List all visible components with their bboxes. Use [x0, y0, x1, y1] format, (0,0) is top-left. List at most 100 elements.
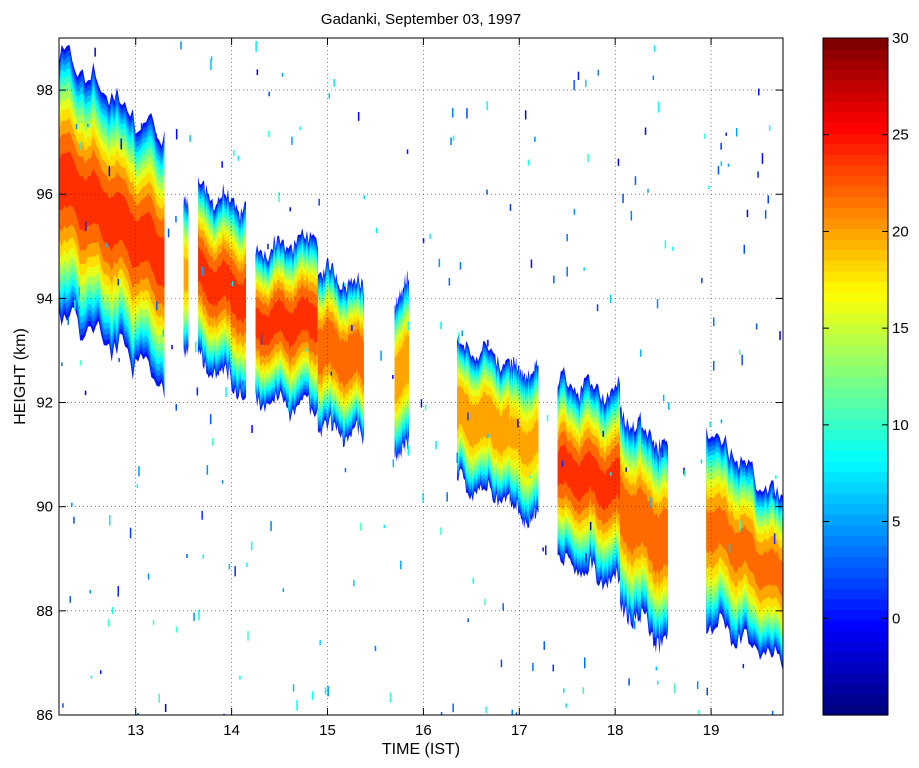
noise-speckle	[735, 128, 738, 137]
noise-speckle	[324, 687, 327, 695]
noise-speckle	[330, 371, 332, 376]
colorbar-swatch	[823, 154, 888, 166]
noise-speckle	[461, 330, 463, 337]
colorbar-swatch	[823, 355, 888, 367]
noise-speckle	[652, 75, 655, 81]
noise-speckle	[228, 563, 231, 570]
noise-speckle	[553, 275, 555, 284]
noise-speckle	[291, 136, 293, 145]
y-tick-label: 88	[36, 603, 53, 620]
echo-segment	[255, 227, 318, 423]
noise-speckle	[108, 165, 111, 177]
noise-speckle	[672, 246, 674, 251]
noise-speckle	[486, 101, 488, 110]
colorbar-tick-label: 10	[892, 417, 909, 434]
noise-speckle	[440, 712, 443, 715]
noise-speckle	[706, 687, 708, 696]
noise-speckle	[452, 135, 455, 141]
colorbar-swatch	[823, 186, 888, 198]
noise-speckle	[542, 547, 544, 552]
echo-band	[59, 150, 165, 289]
noise-speckle	[75, 123, 78, 130]
colorbar-swatch	[823, 112, 888, 124]
colorbar-swatch	[823, 376, 888, 388]
noise-speckle	[175, 404, 177, 411]
noise-speckle	[739, 520, 741, 532]
noise-speckle	[89, 590, 92, 594]
noise-speckle	[573, 80, 575, 91]
y-tick-label: 96	[36, 186, 53, 203]
noise-speckle	[422, 492, 424, 503]
colorbar-frame	[822, 37, 889, 716]
colorbar-swatch	[823, 59, 888, 71]
noise-speckle	[85, 221, 87, 231]
colorbar-swatch	[823, 598, 888, 610]
noise-speckle	[748, 478, 750, 485]
noise-speckle	[532, 662, 534, 671]
noise-speckle	[704, 133, 706, 139]
colorbar-swatch	[823, 662, 888, 674]
colorbar-tick-label: 5	[892, 514, 900, 531]
noise-speckle	[74, 300, 76, 311]
noise-speckle	[189, 135, 191, 142]
noise-speckle	[223, 713, 225, 715]
noise-speckle	[622, 193, 624, 204]
colorbar-swatch	[823, 672, 888, 684]
colorbar-swatch	[823, 101, 888, 113]
noise-speckle	[487, 434, 489, 438]
noise-speckle	[585, 79, 587, 88]
noise-speckle	[210, 56, 213, 61]
colorbar-swatch	[823, 693, 888, 706]
noise-speckle	[268, 91, 270, 97]
noise-speckle	[758, 88, 760, 96]
noise-speckle	[61, 362, 63, 367]
noise-speckle	[80, 360, 82, 366]
noise-speckle	[741, 354, 743, 366]
noise-speckle	[158, 693, 160, 703]
noise-speckle	[527, 159, 530, 166]
noise-speckle	[351, 324, 353, 332]
noise-speckle	[115, 97, 117, 107]
noise-speckle	[305, 347, 307, 353]
colorbar-tick-label: 30	[892, 30, 909, 47]
colorbar-swatch	[823, 133, 888, 145]
colorbar-swatch	[823, 408, 888, 420]
noise-speckle	[450, 137, 452, 146]
noise-speckle	[727, 163, 730, 167]
echo-band	[457, 384, 510, 456]
noise-speckles	[61, 41, 783, 715]
noise-speckle	[268, 130, 270, 137]
noise-speckle	[292, 684, 295, 692]
noise-speckle	[300, 374, 303, 386]
noise-speckle	[221, 480, 224, 484]
colorbar-swatch	[823, 365, 888, 378]
colorbar-swatch	[823, 461, 888, 473]
noise-speckle	[500, 659, 503, 668]
colorbar-tick-label: 15	[892, 320, 909, 337]
noise-speckle	[120, 138, 122, 150]
noise-speckle	[524, 110, 527, 120]
noise-speckle	[129, 527, 132, 539]
noise-speckle	[78, 286, 80, 297]
noise-speckle	[515, 712, 518, 715]
colorbar-swatch	[823, 249, 888, 261]
noise-speckle	[180, 41, 182, 50]
noise-speckle	[210, 59, 212, 70]
noise-speckle	[175, 129, 178, 140]
noise-speckle	[374, 645, 377, 652]
echo-band	[394, 331, 409, 404]
noise-speckle	[634, 176, 637, 185]
noise-speckle	[701, 277, 703, 284]
noise-speckle	[327, 685, 329, 697]
colorbar-swatch	[823, 48, 888, 60]
noise-speckle	[108, 619, 110, 627]
noise-speckle	[62, 703, 64, 708]
colorbar-swatch	[823, 260, 888, 272]
x-tick-label: 15	[319, 722, 336, 739]
noise-speckle	[175, 215, 177, 223]
noise-speckle	[420, 399, 423, 408]
noise-speckle	[299, 126, 301, 131]
noise-speckle	[137, 712, 139, 715]
colorbar-swatch	[823, 344, 888, 356]
noise-speckle	[211, 438, 214, 446]
